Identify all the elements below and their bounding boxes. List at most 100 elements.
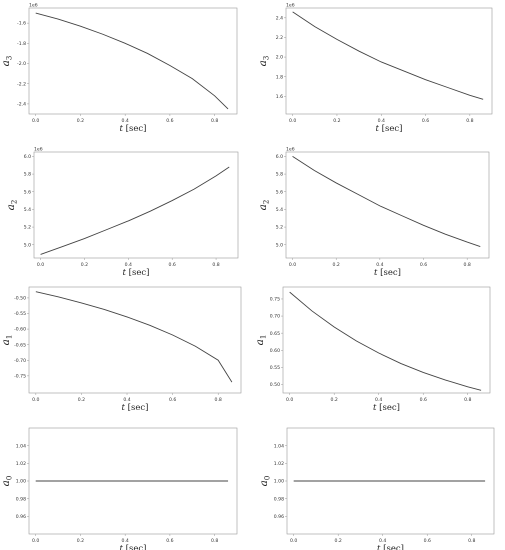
y-tick-label: 1.00 xyxy=(274,479,284,485)
chart-panel-8: 0.0 0.2 0.4 0.6 0.8 1.04 1.02 1.00 0.98 0.96 t [se… xyxy=(258,427,495,550)
x-tick-label: 0.6 xyxy=(166,538,173,544)
y-tick-label: 1.04 xyxy=(16,443,26,449)
x-axis-label: t [sec] xyxy=(122,403,149,413)
x-tick-label: 0.8 xyxy=(468,538,475,544)
y-tick-label: 2.4 xyxy=(276,15,283,21)
series-line xyxy=(40,166,230,255)
series-line xyxy=(35,12,229,110)
y-axis-label: a2 xyxy=(5,200,19,211)
x-tick-label: 0.6 xyxy=(424,538,431,544)
y-tick-label: 1.00 xyxy=(16,479,26,485)
x-tick-label: 0.2 xyxy=(331,397,338,403)
series-line xyxy=(35,291,233,383)
x-tick-label: 0.4 xyxy=(122,118,129,124)
plot-frame xyxy=(285,7,493,115)
y-tick-label: 5.6 xyxy=(276,189,283,195)
x-tick-label: 0.4 xyxy=(125,262,132,268)
y-tick-label: 1.02 xyxy=(16,461,26,467)
y-tick-label: 6.0 xyxy=(276,154,283,160)
x-axis-label: t [sec] xyxy=(373,403,400,413)
y-tick-label: 0.55 xyxy=(270,365,280,371)
y-tick-label: -0.50 xyxy=(14,296,26,302)
x-tick-label: 0.2 xyxy=(335,538,342,544)
y-tick-label: 5.2 xyxy=(24,225,31,231)
y-tick-label: 5.8 xyxy=(276,172,283,178)
x-tick-label: 0.2 xyxy=(78,397,85,403)
y-tick-label: 1.6 xyxy=(276,94,283,100)
y-tick-label: 5.4 xyxy=(24,207,31,213)
y-tick-label: -0.55 xyxy=(14,311,26,317)
x-tick-label: 0.8 xyxy=(211,118,218,124)
x-tick-label: 0.6 xyxy=(420,262,427,268)
x-tick-label: 0.2 xyxy=(81,262,88,268)
y-axis-label: a2 xyxy=(257,200,271,211)
x-tick-label: 0.0 xyxy=(32,118,39,124)
x-tick-label: 0.0 xyxy=(32,538,39,544)
y-tick-label: 1.02 xyxy=(274,461,284,467)
x-tick-label: 0.4 xyxy=(375,397,382,403)
x-tick-label: 0.8 xyxy=(464,262,471,268)
chart-panel-6: 0.0 0.2 0.4 0.6 0.8 0.75 0.70 0.65 0.60 0.55 0.50 t… xyxy=(254,286,491,413)
chart-panel-1: 0.0 0.2 0.4 0.6 0.8 -1.6 -1.8 -2.0 -2.2 -2.4 1e6 t … xyxy=(0,3,238,134)
y-offset-label: 1e6 xyxy=(29,3,38,9)
series-line xyxy=(292,11,484,100)
y-tick-label: 0.65 xyxy=(270,331,280,337)
x-tick-label: 0.8 xyxy=(215,397,222,403)
x-tick-label: 0.4 xyxy=(122,538,129,544)
y-tick-label: -0.60 xyxy=(14,327,26,333)
plot-frame xyxy=(33,151,239,259)
x-tick-label: 0.6 xyxy=(420,397,427,403)
y-offset-label: 1e6 xyxy=(286,3,295,9)
x-tick-label: 0.8 xyxy=(211,538,218,544)
y-tick-label: 0.96 xyxy=(274,514,284,520)
y-tick-label: 5.2 xyxy=(276,225,283,231)
y-tick-label: -2.0 xyxy=(17,61,26,67)
x-axis-label: t [sec] xyxy=(374,268,401,278)
y-tick-label: -0.70 xyxy=(14,358,26,364)
y-offset-label: 1e6 xyxy=(286,147,295,153)
y-tick-label: 5.6 xyxy=(24,189,31,195)
x-tick-label: 0.8 xyxy=(212,262,219,268)
y-tick-label: -2.4 xyxy=(17,102,26,108)
y-tick-label: 0.50 xyxy=(270,382,280,388)
y-axis-label: a3 xyxy=(0,56,14,67)
y-tick-label: 5.4 xyxy=(276,207,283,213)
x-tick-label: 0.0 xyxy=(32,397,39,403)
x-tick-label: 0.6 xyxy=(166,118,173,124)
y-tick-label: -0.65 xyxy=(14,342,26,348)
x-axis-label: t [sec] xyxy=(123,268,150,278)
y-tick-label: -2.2 xyxy=(17,81,26,87)
y-axis-label: a0 xyxy=(0,476,14,487)
x-tick-label: 0.0 xyxy=(286,397,293,403)
x-tick-label: 0.0 xyxy=(289,118,296,124)
y-tick-label: 0.60 xyxy=(270,348,280,354)
y-tick-label: -1.8 xyxy=(17,41,26,47)
y-axis-label: a0 xyxy=(258,476,272,487)
y-tick-label: 0.98 xyxy=(274,496,284,502)
chart-panel-5: 0.0 0.2 0.4 0.6 0.8 -0.50 -0.55 -0.60 -0.65 -0.70… xyxy=(0,286,242,413)
y-tick-label: 2.2 xyxy=(276,35,283,41)
series-line xyxy=(289,291,482,391)
x-tick-label: 0.8 xyxy=(466,118,473,124)
x-tick-label: 0.4 xyxy=(123,397,130,403)
y-offset-label: 1e6 xyxy=(34,147,43,153)
plot-frame xyxy=(282,286,491,394)
y-tick-label: -1.6 xyxy=(17,21,26,27)
x-tick-label: 0.2 xyxy=(77,118,84,124)
x-tick-label: 0.2 xyxy=(333,262,340,268)
x-tick-label: 0.2 xyxy=(333,118,340,124)
chart-panel-7: 0.0 0.2 0.4 0.6 0.8 1.04 1.02 1.00 0.98 0.96 t [se… xyxy=(0,427,238,550)
x-tick-label: 0.2 xyxy=(77,538,84,544)
plot-frame xyxy=(28,286,242,394)
x-tick-label: 0.0 xyxy=(290,538,297,544)
x-tick-label: 0.4 xyxy=(379,538,386,544)
x-tick-label: 0.6 xyxy=(169,262,176,268)
x-tick-label: 0.0 xyxy=(37,262,44,268)
y-axis-label: a1 xyxy=(254,335,268,346)
y-tick-label: 1.8 xyxy=(276,74,283,80)
x-tick-label: 0.4 xyxy=(376,262,383,268)
x-tick-label: 0.0 xyxy=(289,262,296,268)
plot-frame xyxy=(28,7,238,115)
